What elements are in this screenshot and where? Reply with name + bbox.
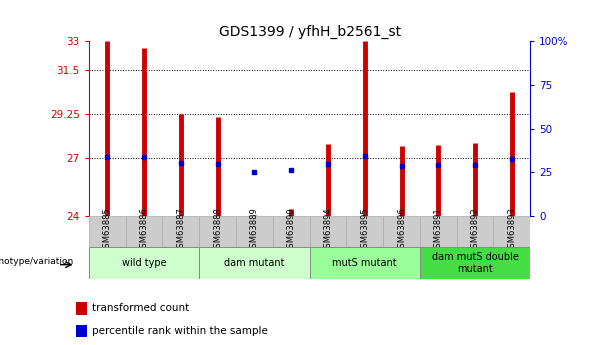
Text: mutS mutant: mutS mutant — [332, 258, 397, 268]
Text: transformed count: transformed count — [92, 303, 189, 313]
Text: dam mutant: dam mutant — [224, 258, 284, 268]
Text: GSM63888: GSM63888 — [213, 208, 222, 254]
Bar — [126, 216, 162, 247]
Text: GSM63892: GSM63892 — [471, 208, 479, 253]
Bar — [273, 216, 310, 247]
Text: genotype/variation: genotype/variation — [0, 257, 74, 266]
Bar — [89, 247, 199, 279]
Text: GSM63895: GSM63895 — [360, 208, 369, 253]
Text: GSM63891: GSM63891 — [434, 208, 443, 253]
Text: GSM63893: GSM63893 — [508, 208, 516, 254]
Bar — [236, 216, 273, 247]
Bar — [76, 325, 87, 337]
Bar — [310, 247, 420, 279]
Bar — [76, 302, 87, 315]
Text: percentile rank within the sample: percentile rank within the sample — [92, 326, 268, 336]
Bar — [199, 247, 310, 279]
Bar — [420, 247, 530, 279]
Text: GSM63894: GSM63894 — [324, 208, 332, 253]
Bar — [420, 216, 457, 247]
Text: GSM63887: GSM63887 — [177, 208, 185, 254]
Bar — [383, 216, 420, 247]
Bar — [346, 216, 383, 247]
Bar — [457, 216, 493, 247]
Bar — [310, 216, 346, 247]
Text: GSM63885: GSM63885 — [103, 208, 112, 254]
Text: GSM63886: GSM63886 — [140, 208, 148, 254]
Text: GSM63890: GSM63890 — [287, 208, 295, 253]
Title: GDS1399 / yfhH_b2561_st: GDS1399 / yfhH_b2561_st — [218, 25, 401, 39]
Text: GSM63889: GSM63889 — [250, 208, 259, 254]
Bar — [162, 216, 199, 247]
Text: dam mutS double
mutant: dam mutS double mutant — [432, 252, 519, 274]
Bar — [493, 216, 530, 247]
Bar — [89, 216, 126, 247]
Bar — [199, 216, 236, 247]
Text: GSM63896: GSM63896 — [397, 208, 406, 254]
Text: wild type: wild type — [122, 258, 166, 268]
